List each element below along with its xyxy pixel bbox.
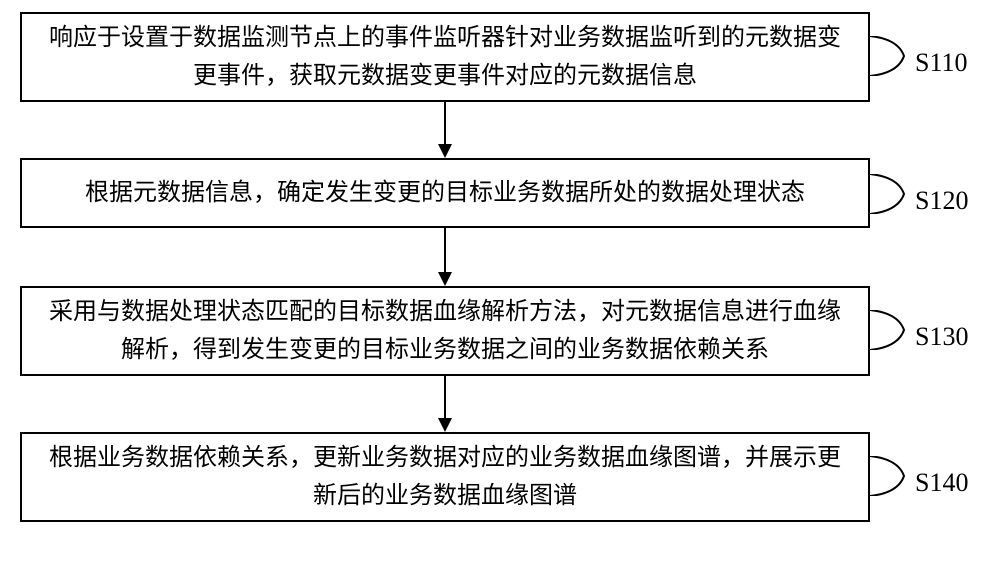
arrow-line bbox=[444, 102, 446, 144]
bracket-s130 bbox=[870, 310, 914, 350]
arrow-head bbox=[438, 144, 452, 158]
step-text: 根据元数据信息，确定发生变更的目标业务数据所处的数据处理状态 bbox=[85, 174, 805, 212]
step-box-s120: 根据元数据信息，确定发生变更的目标业务数据所处的数据处理状态 bbox=[20, 158, 870, 228]
arrow-line bbox=[444, 228, 446, 272]
step-label-s140: S140 bbox=[915, 468, 968, 498]
step-text: 根据业务数据依赖关系，更新业务数据对应的业务数据血缘图谱，并展示更新后的业务数据… bbox=[42, 439, 848, 516]
step-box-s130: 采用与数据处理状态匹配的目标数据血缘解析方法，对元数据信息进行血缘解析，得到发生… bbox=[20, 286, 870, 376]
step-label-s120: S120 bbox=[915, 186, 968, 216]
arrow-line bbox=[444, 376, 446, 418]
arrow-head bbox=[438, 272, 452, 286]
step-text: 采用与数据处理状态匹配的目标数据血缘解析方法，对元数据信息进行血缘解析，得到发生… bbox=[42, 293, 848, 370]
step-box-s110: 响应于设置于数据监测节点上的事件监听器针对业务数据监听到的元数据变更事件，获取元… bbox=[20, 12, 870, 102]
step-text: 响应于设置于数据监测节点上的事件监听器针对业务数据监听到的元数据变更事件，获取元… bbox=[42, 19, 848, 96]
step-label-s110: S110 bbox=[915, 48, 968, 78]
flowchart-canvas: 响应于设置于数据监测节点上的事件监听器针对业务数据监听到的元数据变更事件，获取元… bbox=[0, 0, 1000, 562]
bracket-s110 bbox=[870, 36, 914, 76]
bracket-s120 bbox=[870, 174, 914, 214]
arrow-head bbox=[438, 418, 452, 432]
step-label-s130: S130 bbox=[915, 322, 968, 352]
bracket-s140 bbox=[870, 456, 914, 496]
step-box-s140: 根据业务数据依赖关系，更新业务数据对应的业务数据血缘图谱，并展示更新后的业务数据… bbox=[20, 432, 870, 522]
